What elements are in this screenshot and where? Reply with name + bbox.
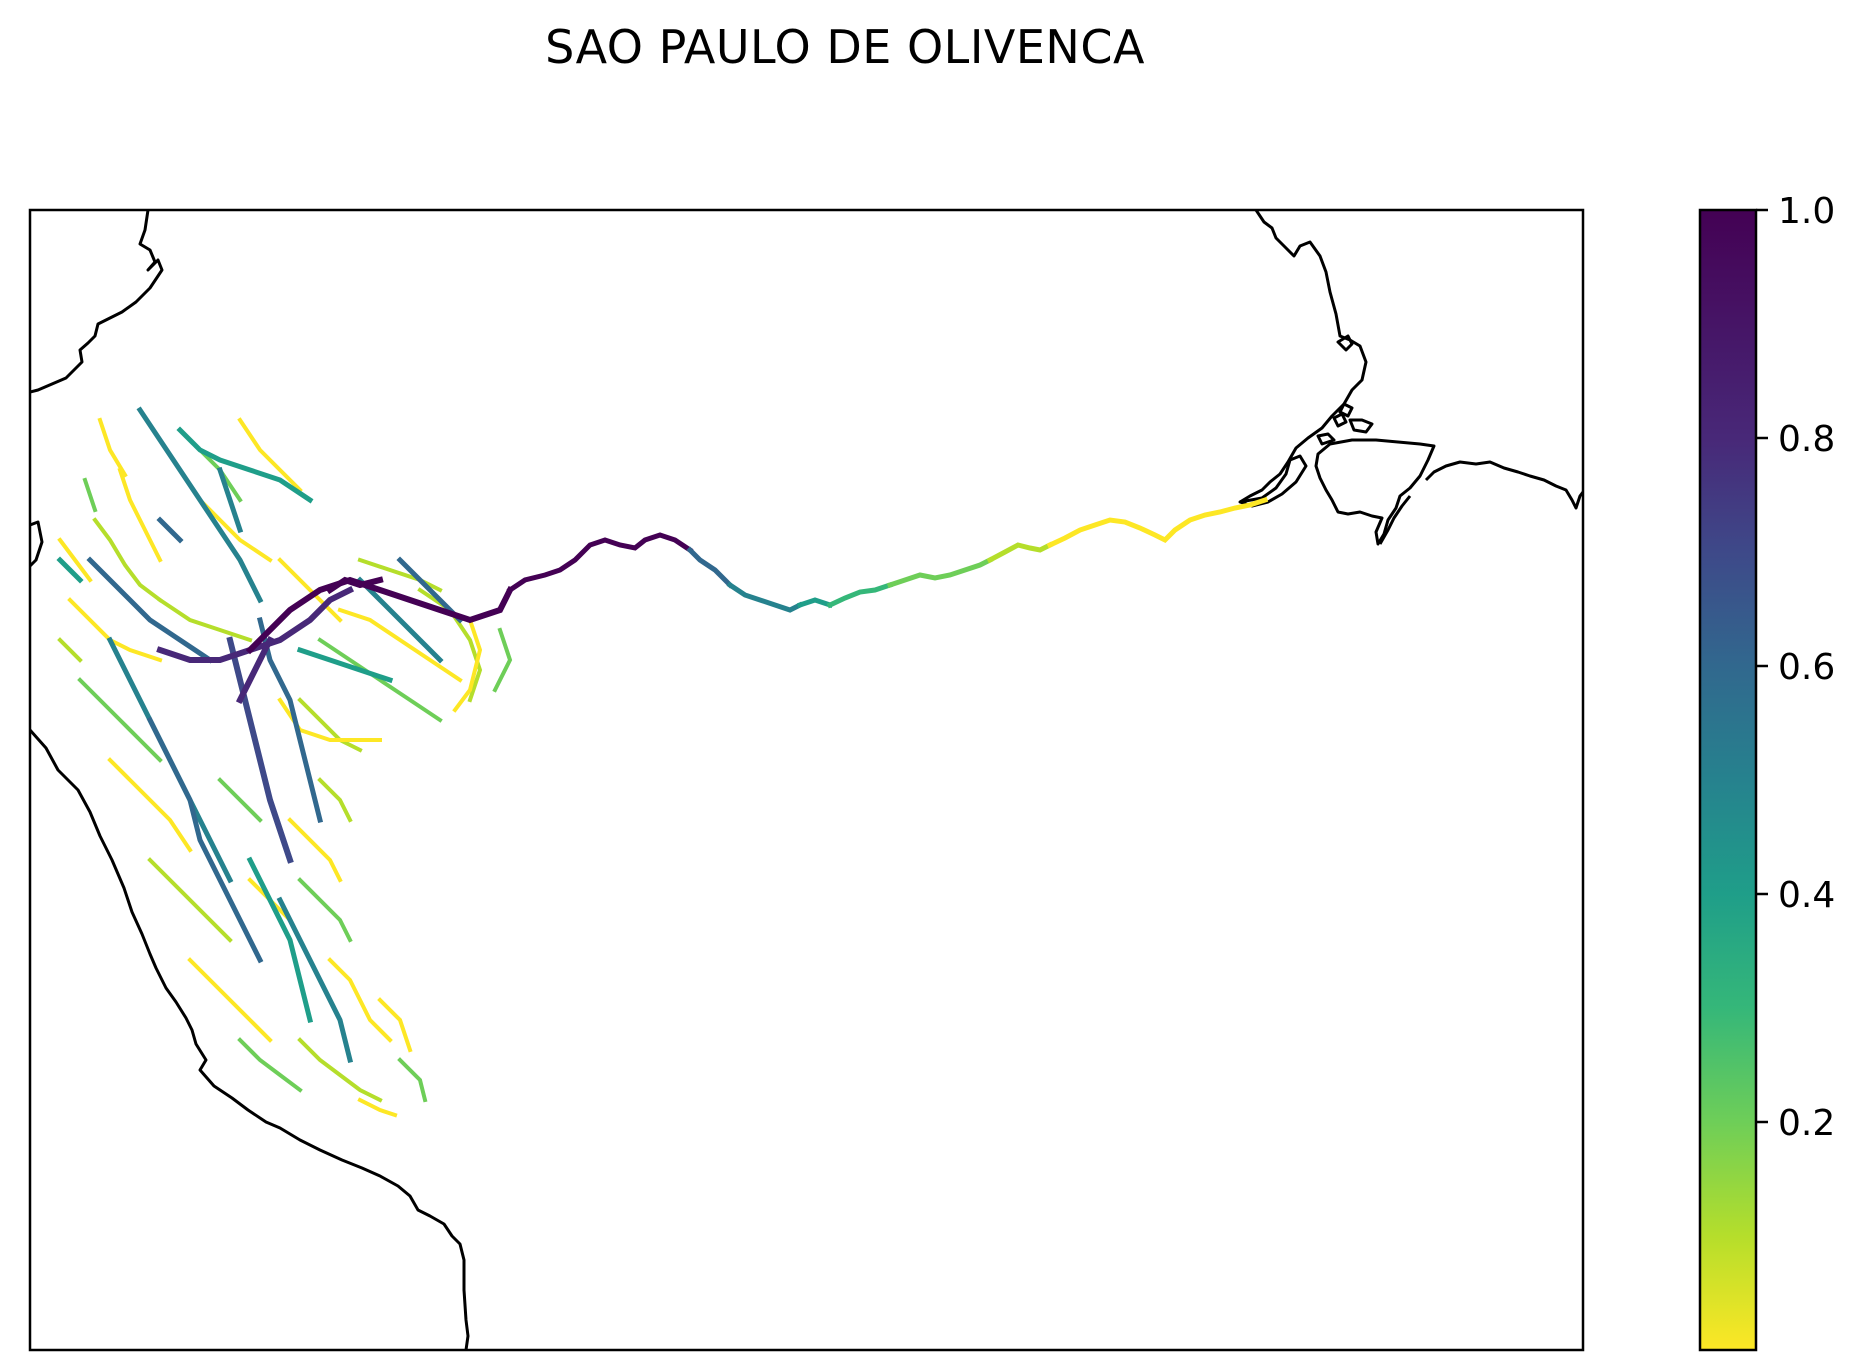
coastline-small-island-3 — [1348, 418, 1374, 434]
coastline-south-east — [1424, 460, 1583, 510]
main-channel-segment — [826, 581, 894, 609]
tributary — [117, 467, 163, 563]
tributary — [197, 497, 273, 563]
tributary — [317, 637, 443, 723]
tributary — [92, 517, 163, 603]
main-channel-segment — [986, 541, 1054, 564]
tributary — [97, 417, 128, 478]
river — [246, 856, 314, 1024]
colorbar-frame — [1698, 208, 1758, 1352]
river — [356, 576, 444, 664]
main-river — [235, 635, 275, 705]
tributary — [287, 817, 343, 883]
tributary — [237, 1037, 303, 1093]
main-channel-segment — [796, 597, 834, 609]
coastline-north-east — [1239, 210, 1368, 504]
tributary — [57, 637, 83, 663]
coastline-small-island-1 — [1336, 334, 1354, 352]
main-channel-segment — [686, 546, 734, 589]
tributary — [297, 1037, 383, 1103]
tributary — [452, 617, 483, 713]
tributary — [492, 627, 513, 693]
colorbar-tick-label: 0.2 — [1778, 1103, 1835, 1144]
coastline-north-west — [30, 210, 164, 394]
tributary — [277, 697, 382, 742]
tributary — [357, 1097, 398, 1118]
colorbar-tick-label: 0.6 — [1778, 647, 1835, 688]
tributary — [187, 957, 273, 1043]
river — [86, 556, 214, 664]
tributary — [82, 477, 98, 513]
river — [156, 516, 184, 544]
river — [396, 556, 464, 624]
tributary — [77, 677, 163, 763]
river — [296, 646, 394, 684]
tributary — [217, 777, 263, 823]
map-title: SAO PAULO DE OLIVENCA — [545, 20, 1145, 74]
river — [146, 716, 264, 964]
river — [256, 616, 324, 824]
coastline-marajo-south — [1378, 495, 1412, 545]
coastlines — [30, 210, 1583, 1350]
coastline-west-fragment — [30, 520, 44, 568]
tributary — [57, 537, 93, 583]
amazon-main-channel — [506, 496, 1269, 613]
map-area[interactable] — [30, 210, 1583, 1350]
tributary — [317, 777, 353, 823]
tributary — [327, 957, 393, 1043]
tributary — [357, 557, 443, 593]
minor-tributaries — [57, 417, 513, 1118]
colorbar-bar — [1700, 210, 1756, 1350]
river-network[interactable] — [56, 406, 1269, 1118]
main-river — [226, 636, 294, 864]
tributary — [107, 757, 193, 853]
tributary — [157, 597, 253, 643]
colorbar-tick-label: 1.0 — [1778, 191, 1835, 232]
main-channel-segment — [886, 556, 994, 589]
river — [176, 426, 314, 504]
colorbar: 1.0 0.8 0.6 0.4 0.2 — [1698, 191, 1835, 1352]
coastline-small-island-4 — [1316, 432, 1336, 446]
colorbar-tick-label: 0.8 — [1778, 419, 1835, 460]
tributary — [277, 557, 343, 623]
river — [276, 896, 354, 1064]
river — [136, 406, 264, 604]
tributary — [297, 877, 353, 943]
main-river — [325, 576, 384, 595]
tributary — [377, 997, 413, 1053]
river — [216, 466, 244, 534]
main-stem-headwaters — [156, 576, 515, 864]
mid-order-rivers — [56, 406, 464, 1064]
colorbar-tick-label: 0.4 — [1778, 875, 1835, 916]
tributary — [237, 417, 303, 493]
coastline-small-island-2 — [1338, 402, 1354, 418]
main-channel-segment — [726, 581, 804, 613]
tributary — [397, 1057, 428, 1103]
main-channel-segment — [506, 532, 694, 594]
tributary — [147, 857, 233, 943]
river — [56, 556, 84, 584]
tributary — [337, 607, 463, 683]
coastline-small-island-5 — [1332, 412, 1348, 428]
map-frame — [28, 208, 1585, 1352]
main-channel-segment — [1046, 496, 1269, 549]
coastline-pacific — [30, 729, 470, 1350]
tributary — [297, 697, 363, 753]
coastline-marajo-island — [1314, 438, 1436, 546]
colorbar-ticks: 1.0 0.8 0.6 0.4 0.2 — [1756, 191, 1835, 1144]
coastline-estuary-island — [1238, 454, 1308, 508]
main-river — [245, 576, 515, 655]
